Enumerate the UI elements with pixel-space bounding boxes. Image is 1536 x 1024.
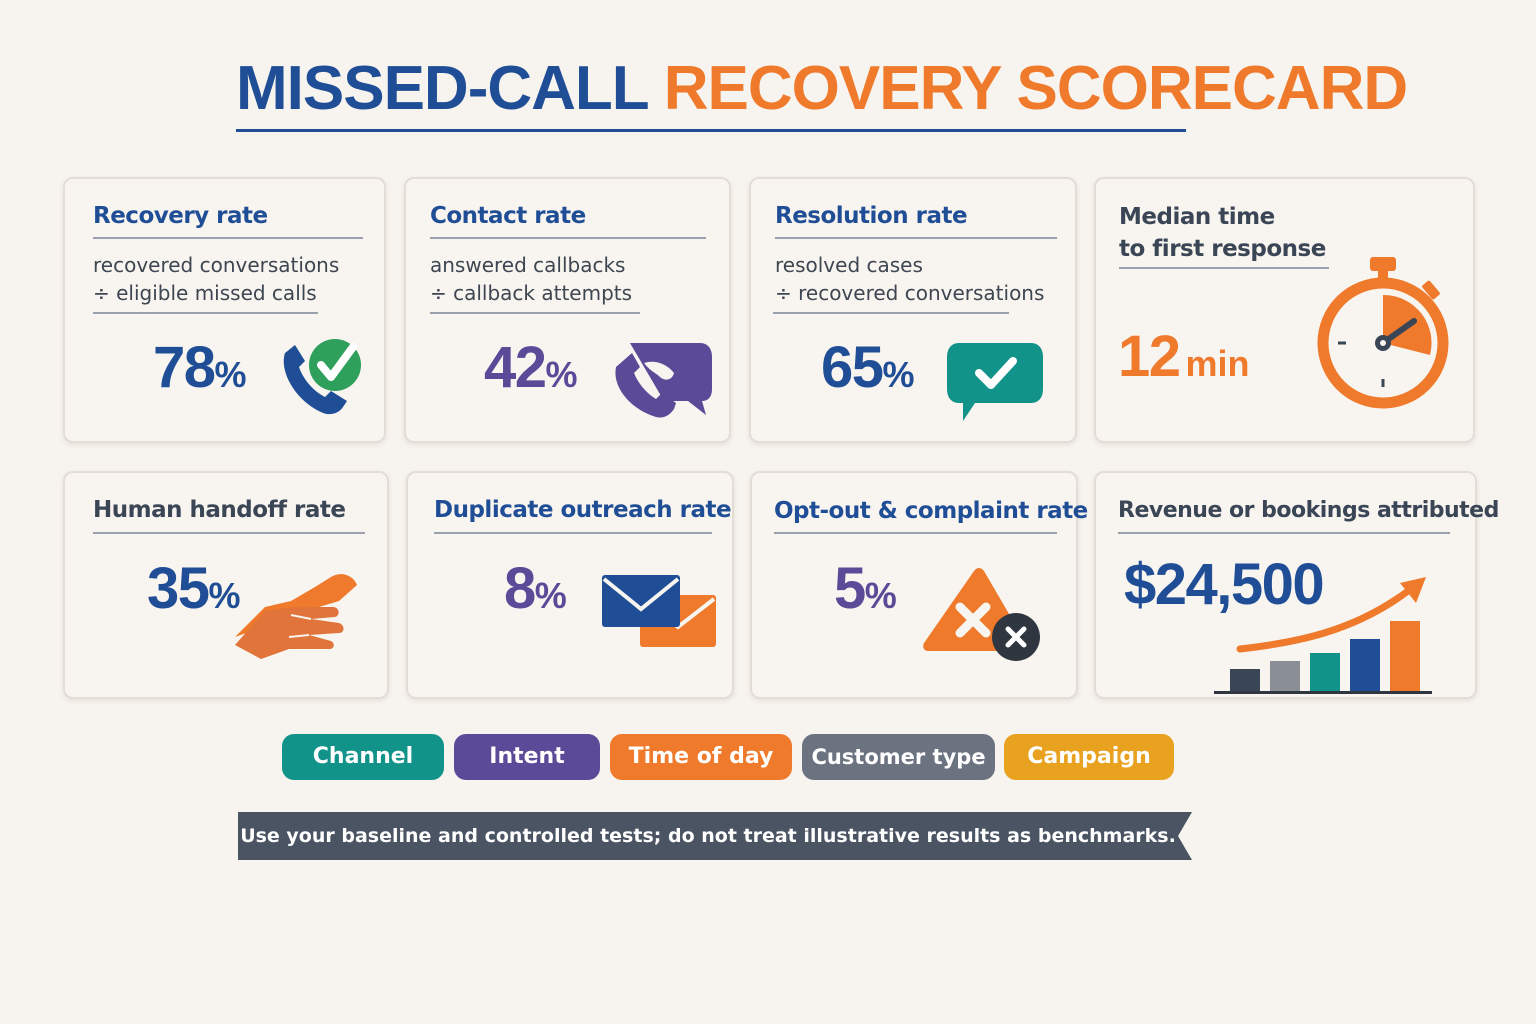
card-title-rule [93,532,365,534]
value-unit: % [545,354,578,395]
card-title-line-2: to first response [1119,236,1326,262]
card-title-rule [434,532,712,534]
phone-check-icon [283,339,361,415]
phone-callback-bubble-icon [615,343,712,418]
segment-pill-time-of-day[interactable]: Time of day [610,734,792,780]
banner-ribbon-shape [238,812,1192,860]
segment-pill-campaign[interactable]: Campaign [1004,734,1174,780]
formula-denominator: ÷ callback attempts [430,281,633,305]
formula-numerator: resolved cases [775,253,923,277]
value-number: 12 [1118,324,1181,389]
card-title: Resolution rate [775,203,968,229]
value-unit: % [534,575,567,616]
card-formula-rule [430,312,640,314]
segment-pill-customer-type[interactable]: Customer type [802,734,995,780]
title-underline [236,129,1186,132]
handshake-icon [235,574,357,659]
card-title: Opt-out & complaint rate [774,498,1088,524]
card-formula: recovered conversations ÷ eligible misse… [93,251,339,307]
card-title-line-1: Median time [1119,204,1275,230]
card-formula: answered callbacks ÷ callback attempts [430,251,632,307]
card-formula: resolved cases ÷ recovered conversations [775,251,1044,307]
card-opt-out-complaint-rate: Opt-out & complaint rate 5% [750,471,1088,699]
card-value: 42% [484,338,578,405]
value-number: 65 [821,335,884,400]
envelopes-icon [602,575,716,647]
card-title-rule [93,237,363,239]
card-title-rule [430,237,706,239]
value-unit: % [864,575,897,616]
card-title: Recovery rate [93,203,268,229]
value-number: 8 [504,556,536,621]
value-number: 5 [834,556,866,621]
formula-numerator: recovered conversations [93,253,340,277]
card-title: Contact rate [430,203,586,229]
value-unit: min [1185,343,1250,384]
card-resolution-rate: Resolution rate resolved cases ÷ recover… [749,177,1077,443]
title-part-1: MISSED-CALL [236,54,649,123]
value-number: 35 [147,556,210,621]
footer-note: Use your baseline and controlled tests; … [240,825,1176,847]
card-human-handoff-rate: Human handoff rate 35% [63,471,389,699]
formula-denominator: ÷ recovered conversations [775,281,1045,305]
stopwatch-icon [1317,257,1449,409]
card-recovery-rate: Recovery rate recovered conversations ÷ … [63,177,386,443]
card-formula-rule [773,312,1009,314]
card-revenue-attributed: Revenue or bookings attributed $24,500 [1094,471,1499,699]
footer-banner: Use your baseline and controlled tests; … [238,812,1194,860]
card-title: Revenue or bookings attributed [1118,498,1499,523]
warning-x-icon [923,568,1040,661]
formula-denominator: ÷ eligible missed calls [93,281,317,305]
chat-check-icon [947,343,1043,421]
card-contact-rate: Contact rate answered callbacks ÷ callba… [404,177,731,443]
card-value: 78% [153,338,247,405]
card-title: Duplicate outreach rate [434,497,732,523]
value-unit: % [214,354,247,395]
card-title-rule [1118,532,1450,534]
card-title-rule [774,532,1057,534]
card-title-rule [775,237,1057,239]
card-title: Median time to first response [1119,201,1326,265]
segment-pill-intent[interactable]: Intent [454,734,600,780]
card-value: 65% [821,338,915,405]
card-title: Human handoff rate [93,497,346,523]
card-value: 8% [504,559,567,626]
card-duplicate-outreach-rate: Duplicate outreach rate 8% [406,471,734,699]
value-number: 42 [484,335,547,400]
card-formula-rule [93,312,318,314]
card-value: $24,500 [1124,552,1325,617]
card-median-time: Median time to first response 12 min [1094,177,1475,443]
card-value: 5% [834,559,897,626]
value-unit: % [208,575,241,616]
formula-numerator: answered callbacks [430,253,626,277]
value-unit: % [882,354,915,395]
card-title-rule [1119,267,1329,269]
page-title: MISSED-CALL RECOVERY SCORECARD [236,52,1408,126]
value-number: 78 [153,335,216,400]
card-value: 12 min [1118,327,1250,394]
value-number: $24,500 [1124,552,1325,617]
segment-pill-channel[interactable]: Channel [282,734,444,780]
growth-chart-icon [1214,577,1432,694]
title-part-2: RECOVERY SCORECARD [663,54,1408,123]
card-value: 35% [147,559,241,626]
